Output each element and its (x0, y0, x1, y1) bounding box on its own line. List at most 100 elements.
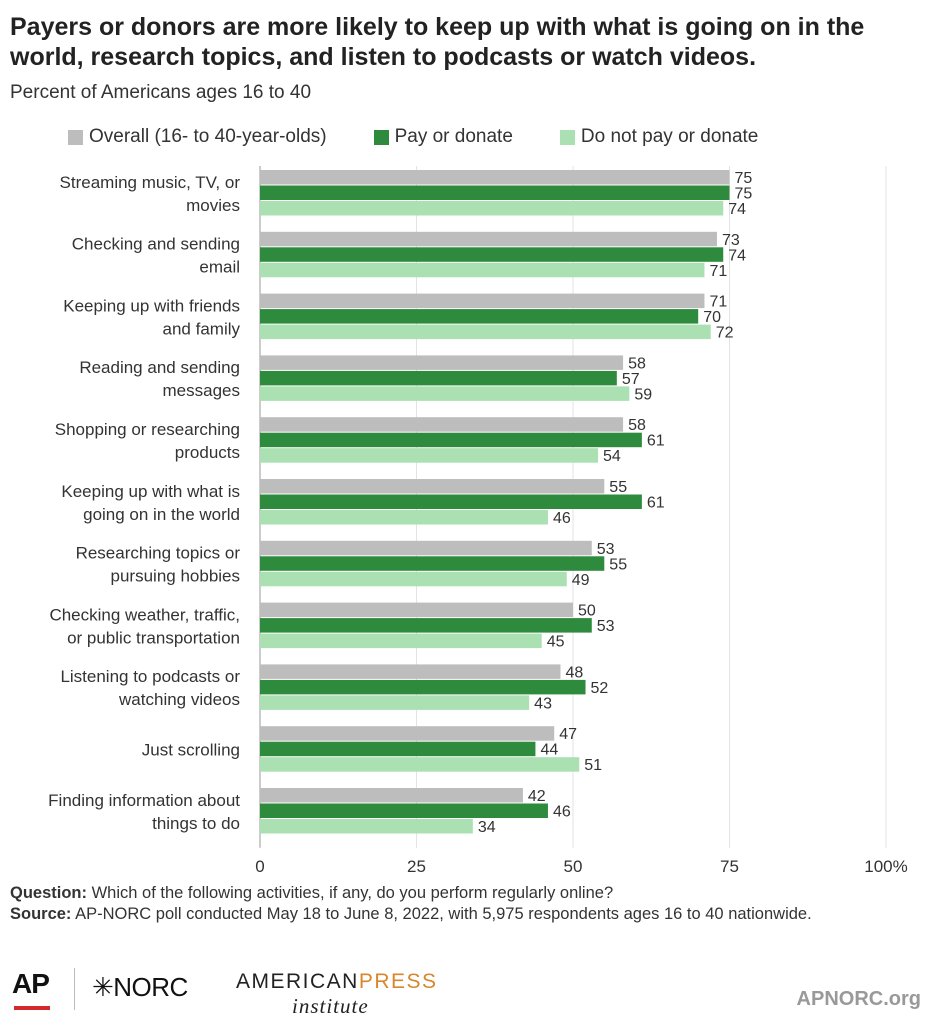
data-label-4-2: 54 (603, 448, 621, 465)
api-logo-institute: institute (292, 994, 369, 1018)
bar-7-0 (260, 602, 573, 618)
question-note: Question: Which of the following activit… (10, 883, 925, 904)
logo-divider (74, 968, 75, 1010)
bar-9-1 (260, 741, 536, 757)
data-label-0-0: 75 (735, 170, 753, 187)
category-label-7-1: or public transportation (67, 628, 240, 647)
bar-3-2 (260, 386, 630, 401)
bar-10-2 (260, 819, 473, 834)
data-label-4-1: 61 (647, 433, 665, 450)
data-label-1-0: 73 (722, 232, 740, 249)
source-text: AP-NORC poll conducted May 18 to June 8,… (75, 905, 812, 923)
category-label-6-1: pursuing hobbies (111, 567, 240, 586)
category-label-4-1: products (175, 443, 240, 462)
data-label-0-1: 75 (735, 186, 753, 203)
x-tick-label-2: 50 (564, 857, 583, 876)
bar-6-1 (260, 556, 605, 571)
chart-subtitle: Percent of Americans ages 16 to 40 (10, 82, 312, 103)
data-label-6-0: 53 (597, 541, 615, 558)
chart-notes: Question: Which of the following activit… (10, 883, 925, 925)
category-label-10-0: Finding information about (48, 791, 240, 810)
category-label-2-0: Keeping up with friends (63, 296, 240, 315)
x-tick-label-1: 25 (407, 857, 426, 876)
data-label-2-2: 72 (716, 325, 734, 342)
data-label-5-2: 46 (553, 510, 571, 527)
bar-2-2 (260, 324, 711, 340)
data-label-5-0: 55 (609, 479, 627, 496)
data-label-7-1: 53 (597, 618, 615, 635)
ap-logo: AP (12, 968, 50, 999)
bar-8-2 (260, 695, 530, 710)
bar-0-0 (260, 170, 730, 185)
data-label-10-1: 46 (553, 804, 571, 821)
legend-swatch-pay (373, 129, 389, 145)
x-tick-label-4: 100% (864, 857, 907, 876)
legend-swatch-overall (68, 129, 83, 145)
data-label-1-2: 71 (709, 263, 727, 280)
source-label: Source: (10, 905, 72, 923)
category-label-6-0: Researching topics or (76, 544, 241, 563)
api-logo-press: PRESS (358, 970, 438, 993)
legend-item-overall: Overall (16- to 40-year-olds) (68, 126, 327, 148)
data-label-3-2: 59 (634, 386, 652, 403)
source-note: Source: AP-NORC poll conducted May 18 to… (10, 904, 925, 925)
bar-8-1 (260, 679, 586, 695)
category-label-5-1: going on in the world (83, 505, 240, 524)
legend-label-overall: Overall (16- to 40-year-olds) (89, 126, 327, 147)
data-label-7-0: 50 (578, 603, 596, 620)
category-label-10-1: things to do (152, 814, 240, 833)
category-label-3-1: messages (163, 381, 240, 400)
chart-title: Payers or donors are more likely to keep… (10, 13, 865, 71)
category-label-0-0: Streaming music, TV, or (60, 173, 241, 192)
chart-legend: Overall (16- to 40-year-olds) Pay or don… (68, 126, 758, 148)
norc-logo: ✳NORC (92, 972, 188, 1002)
data-label-9-0: 47 (559, 726, 577, 743)
bar-1-0 (260, 231, 717, 247)
bar-7-1 (260, 618, 592, 633)
api-logo-top: AMERICANPRESS (236, 970, 438, 994)
bar-1-2 (260, 262, 705, 278)
category-label-0-1: movies (186, 196, 240, 215)
bar-9-0 (260, 726, 555, 741)
x-tick-label-0: 0 (255, 857, 264, 876)
data-label-2-0: 71 (709, 294, 727, 311)
footer-logos: AP ✳NORC AMERICANPRESS institute APNORC.… (0, 960, 933, 1024)
site-url: APNORC.org (796, 988, 921, 1010)
bar-4-2 (260, 448, 599, 463)
data-label-10-0: 42 (528, 788, 546, 805)
data-label-4-0: 58 (628, 417, 646, 434)
category-label-5-0: Keeping up with what is (61, 482, 240, 501)
x-tick-label-3: 75 (720, 857, 739, 876)
category-label-4-0: Shopping or researching (55, 420, 240, 439)
data-label-8-0: 48 (565, 664, 583, 681)
bar-3-0 (260, 355, 624, 370)
category-label-1-1: email (199, 258, 240, 277)
data-label-9-1: 44 (540, 742, 558, 759)
american-press-institute-logo: AMERICANPRESS institute (236, 970, 438, 1019)
data-label-8-2: 43 (534, 695, 552, 712)
data-label-1-1: 74 (728, 247, 746, 264)
legend-item-not-pay: Do not pay or donate (559, 126, 758, 148)
bar-6-0 (260, 540, 592, 556)
data-label-3-0: 58 (628, 355, 646, 372)
bar-5-1 (260, 494, 642, 509)
question-label: Question: (10, 884, 87, 902)
bar-7-2 (260, 633, 542, 649)
data-label-6-2: 49 (572, 572, 590, 589)
bar-4-0 (260, 417, 624, 432)
legend-label-pay: Pay or donate (394, 126, 513, 147)
bar-9-2 (260, 757, 580, 772)
category-label-9-0: Just scrolling (142, 740, 240, 759)
bar-2-0 (260, 293, 705, 309)
data-label-7-2: 45 (547, 634, 565, 651)
data-label-5-1: 61 (647, 495, 665, 512)
api-logo-american: AMERICAN (236, 970, 359, 993)
bar-4-1 (260, 432, 642, 448)
legend-item-pay: Pay or donate (373, 126, 513, 148)
category-label-8-0: Listening to podcasts or (60, 667, 240, 686)
data-label-3-1: 57 (622, 371, 640, 388)
bar-8-0 (260, 664, 561, 679)
bar-1-1 (260, 247, 724, 262)
category-label-8-1: watching videos (118, 690, 240, 709)
